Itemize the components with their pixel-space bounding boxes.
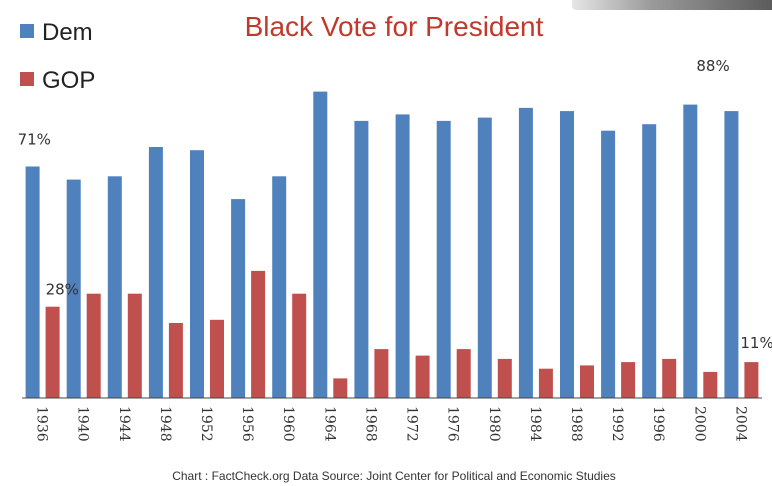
bar-gop-1944 bbox=[127, 293, 142, 398]
bar-gop-1952 bbox=[210, 319, 224, 398]
x-tick-label-1976: 1976 bbox=[445, 406, 461, 442]
annotation-gop-1936: 28% bbox=[46, 281, 79, 299]
x-tick-label-1996: 1996 bbox=[650, 406, 666, 442]
bar-gop-1976 bbox=[456, 349, 471, 398]
legend-swatch-gop bbox=[20, 72, 34, 86]
bar-dem-1972 bbox=[395, 114, 410, 399]
source-note: Chart : FactCheck.org Data Source: Joint… bbox=[172, 469, 616, 483]
bar-dem-1992 bbox=[601, 130, 616, 398]
bar-dem-1956 bbox=[231, 199, 246, 398]
bar-dem-1976 bbox=[436, 120, 451, 399]
photo-corner-image bbox=[572, 0, 772, 10]
bar-dem-1948 bbox=[148, 147, 163, 398]
bar-gop-1940 bbox=[86, 293, 101, 398]
bar-gop-1996 bbox=[662, 358, 677, 398]
legend: Dem GOP bbox=[20, 19, 95, 94]
legend-label-dem: Dem bbox=[42, 19, 93, 46]
bar-gop-1964 bbox=[333, 378, 348, 398]
x-tick-label-1936: 1936 bbox=[34, 406, 50, 442]
bar-gop-2004 bbox=[744, 362, 759, 398]
annotation-dem-1936: 71% bbox=[18, 131, 51, 149]
bar-dem-2004 bbox=[724, 111, 739, 398]
annotation-gop-2004: 11% bbox=[740, 334, 772, 352]
x-tick-labels: 1936 1940 1944 1948 1952 1956 1960 1964 1968 1972… bbox=[34, 406, 749, 442]
x-tick-label-1960: 1960 bbox=[280, 406, 296, 442]
bars-group bbox=[25, 91, 759, 399]
bar-dem-2000 bbox=[683, 104, 698, 398]
bar-gop-1972 bbox=[415, 355, 430, 398]
bar-dem-1968 bbox=[354, 120, 369, 399]
x-tick-label-1988: 1988 bbox=[568, 406, 584, 442]
x-tick-label-2000: 2000 bbox=[691, 406, 707, 442]
chart-title: Black Vote for President bbox=[245, 11, 544, 42]
x-tick-label-1956: 1956 bbox=[239, 406, 255, 442]
bar-dem-1984 bbox=[518, 107, 533, 399]
bar-gop-1980 bbox=[497, 358, 512, 398]
bar-gop-1988 bbox=[580, 365, 594, 398]
legend-swatch-dem bbox=[20, 24, 34, 38]
annotation-dem-2004: 88% bbox=[696, 57, 729, 75]
x-tick-label-1968: 1968 bbox=[362, 406, 378, 442]
bar-dem-1936 bbox=[25, 166, 40, 398]
annotations: 71% 28% 88% 11% bbox=[18, 57, 772, 352]
bar-gop-1968 bbox=[374, 349, 389, 398]
bar-dem-1980 bbox=[477, 117, 492, 398]
x-tick-label-2004: 2004 bbox=[732, 406, 748, 442]
x-tick-label-1992: 1992 bbox=[609, 406, 625, 442]
bar-dem-1944 bbox=[107, 176, 122, 398]
x-tick-label-1952: 1952 bbox=[198, 406, 214, 442]
x-tick-label-1944: 1944 bbox=[116, 406, 132, 442]
bar-dem-1996 bbox=[642, 124, 657, 398]
bar-gop-1956 bbox=[251, 270, 266, 398]
bar-gop-2000 bbox=[703, 371, 718, 398]
legend-label-gop: GOP bbox=[42, 67, 95, 94]
x-tick-label-1972: 1972 bbox=[404, 406, 420, 442]
bar-dem-1940 bbox=[66, 179, 81, 398]
bar-gop-1984 bbox=[538, 368, 553, 398]
x-tick-label-1948: 1948 bbox=[157, 406, 173, 442]
bar-gop-1992 bbox=[621, 362, 636, 398]
x-tick-label-1984: 1984 bbox=[527, 406, 543, 442]
bar-gop-1948 bbox=[168, 323, 183, 398]
bar-gop-1960 bbox=[292, 293, 307, 398]
bar-gop-1936 bbox=[45, 306, 60, 398]
x-tick-label-1940: 1940 bbox=[75, 406, 91, 442]
bar-dem-1952 bbox=[190, 150, 204, 398]
bar-dem-1960 bbox=[272, 176, 287, 398]
x-tick-label-1964: 1964 bbox=[321, 406, 337, 442]
x-tick-label-1980: 1980 bbox=[486, 406, 502, 442]
bar-dem-1964 bbox=[313, 91, 328, 398]
bar-dem-1988 bbox=[560, 111, 574, 398]
